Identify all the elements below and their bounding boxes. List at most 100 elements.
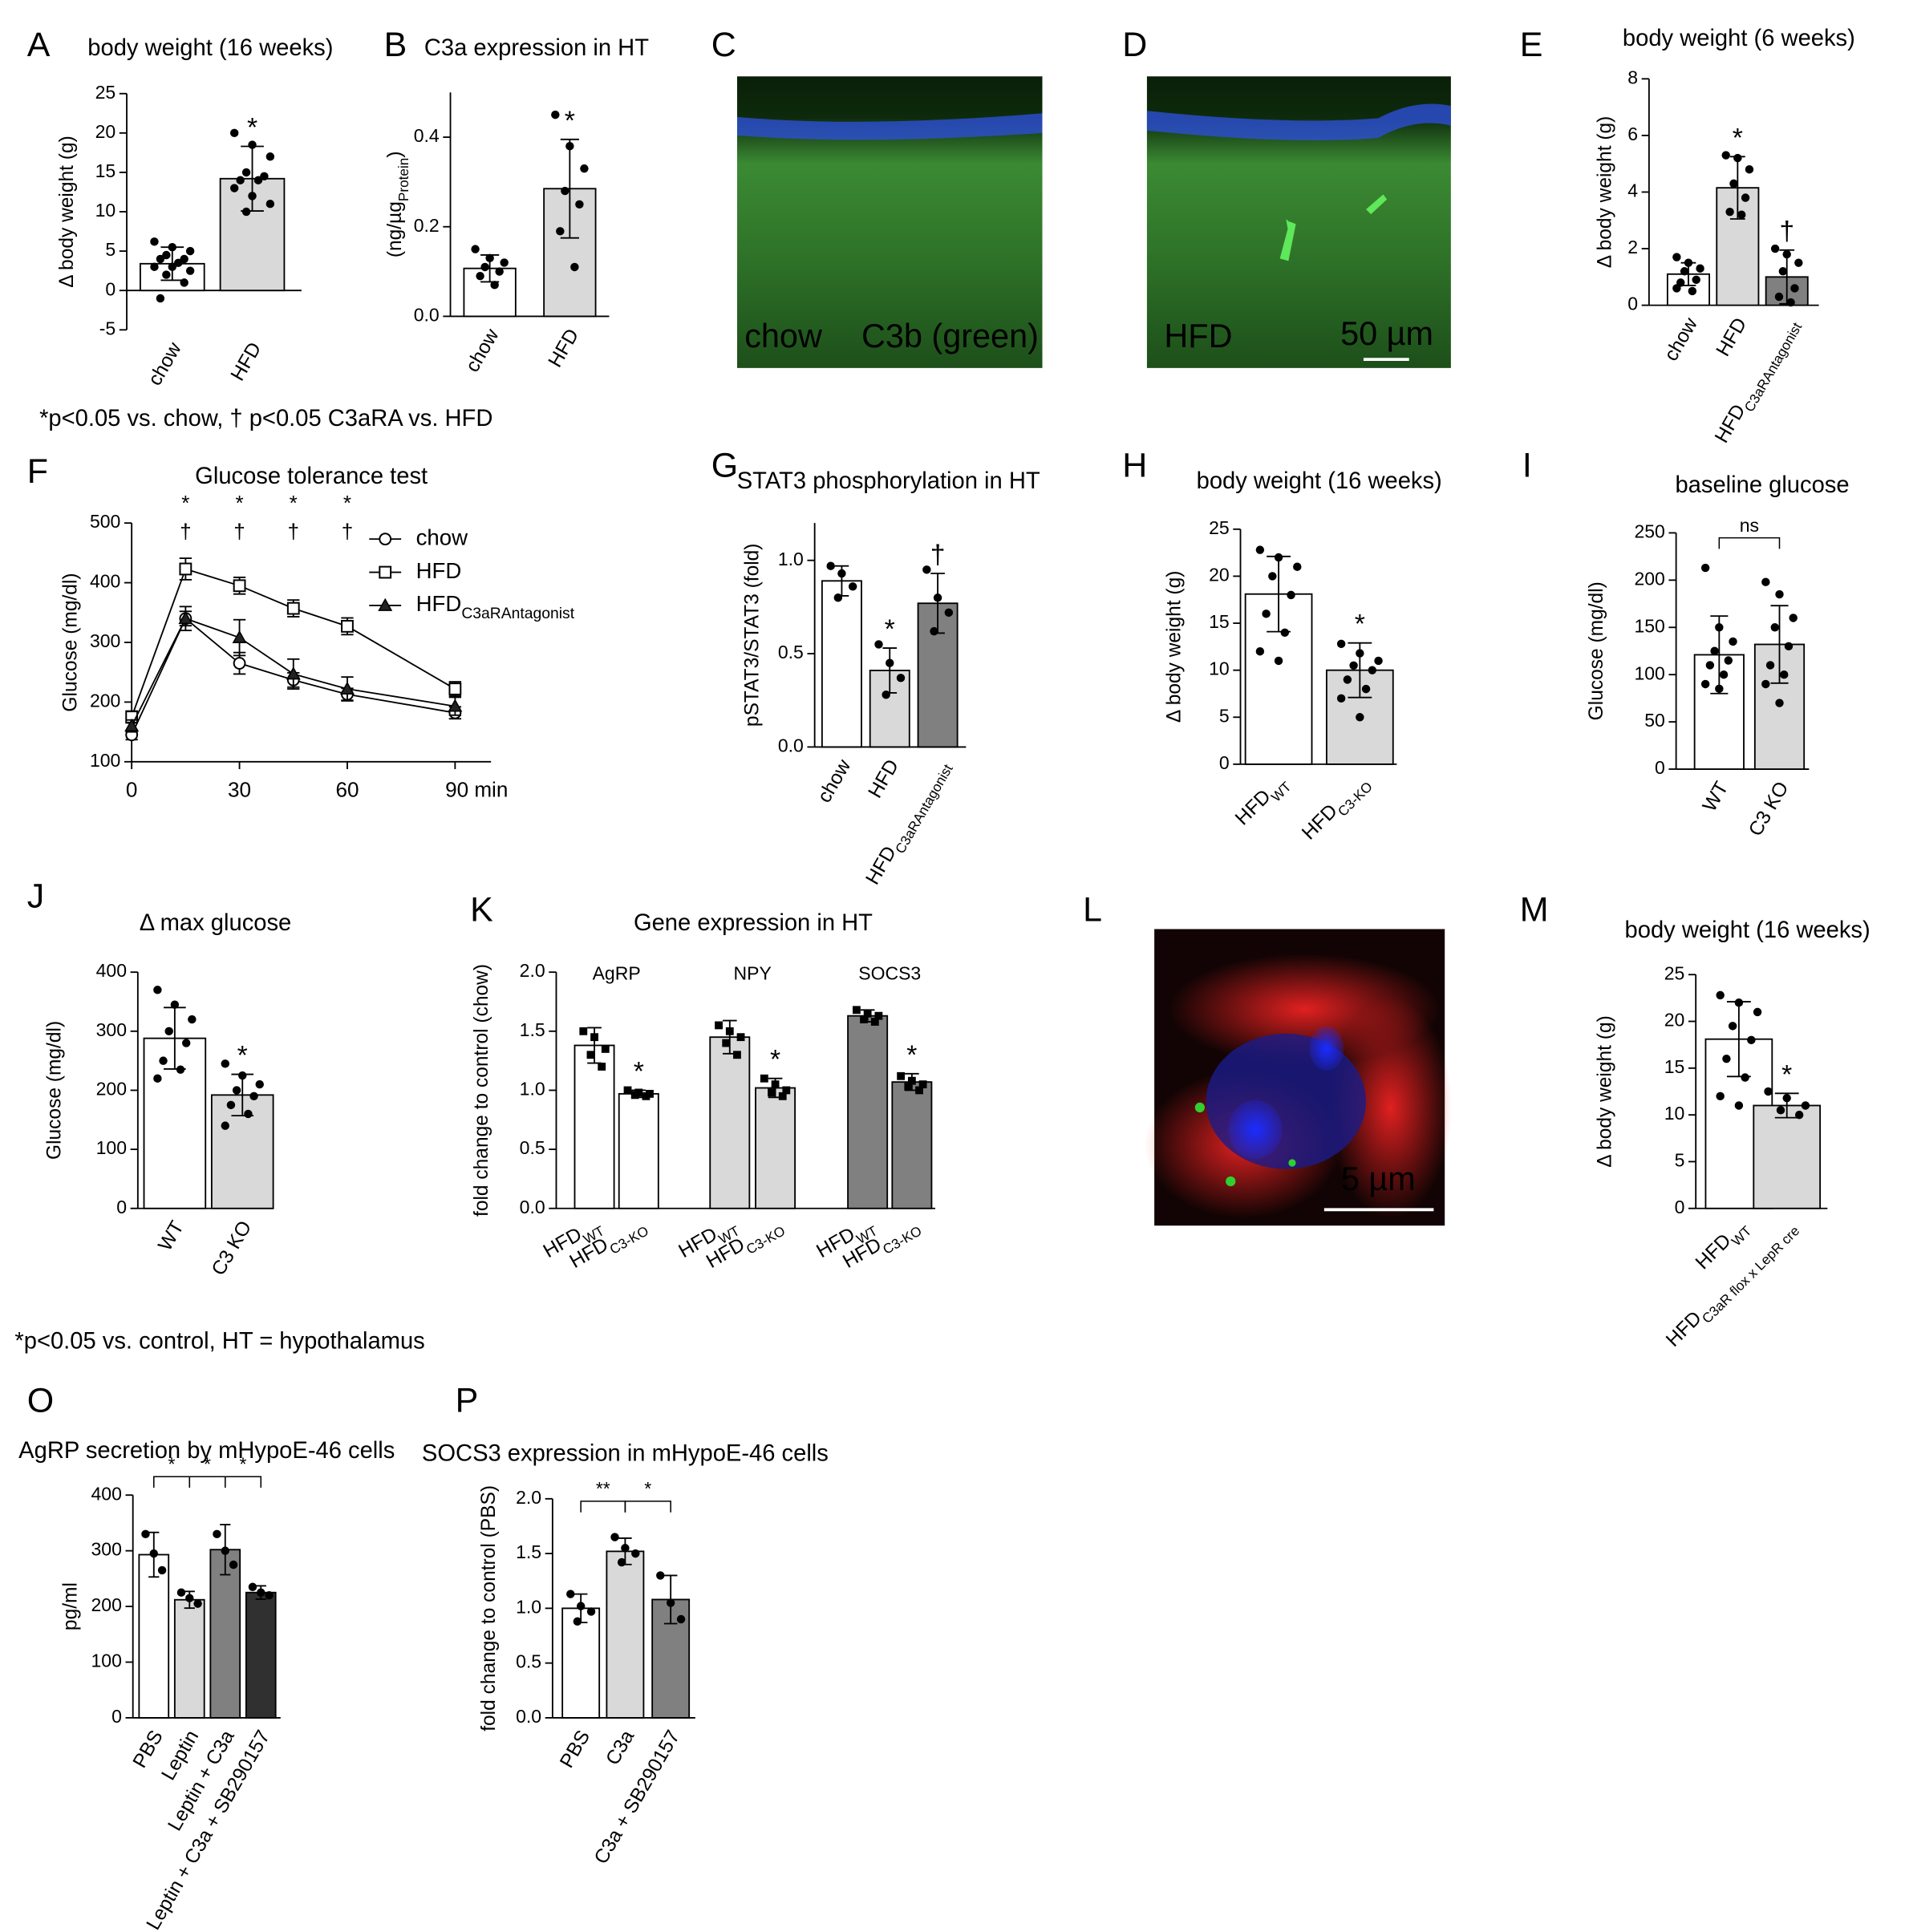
y-tick-label: 4 [1627, 180, 1638, 201]
y-tick-label: -5 [99, 318, 116, 338]
panel-letter: G [711, 446, 738, 484]
data-point [778, 1092, 787, 1100]
data-point [149, 1549, 158, 1558]
data-point [1715, 684, 1724, 694]
data-point [153, 1074, 162, 1083]
bar [755, 1087, 796, 1209]
annotation: * [181, 491, 189, 515]
data-point [833, 593, 843, 602]
data-point [631, 1549, 640, 1558]
group-label: AgRP [593, 962, 641, 983]
data-point [621, 1544, 630, 1553]
legend-symbol [378, 597, 393, 611]
data-point [241, 168, 251, 177]
x-tick-label-part: C3-KO [880, 1222, 924, 1258]
x-tick-label: C3a + SB290157 [590, 1727, 684, 1868]
significance-marker: † [1779, 216, 1794, 246]
data-point [630, 1091, 639, 1100]
data-point [1770, 244, 1780, 253]
data-point [185, 246, 195, 256]
data-point [1778, 267, 1788, 276]
data-point [1725, 207, 1734, 217]
annotation: † [342, 519, 354, 543]
bracket [580, 1501, 626, 1513]
x-tick-label-part: C3aRAntagonist [1741, 319, 1805, 414]
data-point [495, 267, 504, 276]
data-point [551, 110, 560, 119]
data-point [260, 172, 269, 181]
data-point [236, 176, 245, 184]
data-point [232, 1086, 241, 1095]
data-point [1336, 694, 1346, 703]
data-point [1719, 670, 1729, 679]
data-point [233, 579, 246, 593]
bracket-label: ** [596, 1478, 610, 1499]
y-tick-label: 2 [1627, 237, 1638, 257]
legend-label: HFDC3aRAntagonist [416, 591, 575, 622]
y-tick-label: 5 [105, 239, 116, 260]
legend-symbol [379, 533, 392, 546]
data-point [579, 1027, 588, 1035]
data-point [1722, 1054, 1731, 1063]
data-point [249, 1092, 258, 1101]
chart-title: Δ max glucose [140, 910, 292, 936]
y-axis-label-part: ) [385, 151, 407, 157]
bracket [224, 1476, 262, 1488]
significance-marker: * [1355, 609, 1365, 639]
y-tick-label: 400 [91, 1483, 122, 1504]
bracket-label: * [168, 1453, 176, 1474]
data-point [176, 1065, 185, 1074]
chart-title: body weight (6 weeks) [1623, 26, 1855, 51]
data-point [185, 1594, 194, 1602]
data-point [886, 658, 894, 667]
data-point [1274, 553, 1283, 562]
y-tick-label: 0.0 [520, 1197, 545, 1217]
data-point [1794, 258, 1803, 267]
y-tick-label: 50 [1644, 710, 1665, 731]
data-point [265, 1590, 274, 1600]
data-point [448, 682, 462, 695]
data-point [570, 262, 579, 272]
significance-marker: * [906, 1039, 917, 1070]
data-point [241, 207, 251, 217]
annotation: * [290, 491, 298, 515]
bar [1753, 1104, 1822, 1209]
chart-title: Glucose tolerance test [195, 464, 428, 489]
data-point [229, 128, 239, 138]
data-point [1774, 292, 1784, 302]
y-tick-label: 0 [116, 1197, 127, 1217]
data-point [944, 608, 954, 618]
data-point [150, 237, 159, 246]
data-point [341, 620, 354, 633]
data-point [573, 1617, 582, 1626]
data-point [1790, 284, 1799, 293]
data-point [870, 1018, 879, 1026]
bar [245, 1591, 277, 1719]
y-axis-label: (ng/µgProtein) [385, 151, 411, 257]
data-point [193, 1599, 202, 1608]
y-tick-label: 0 [1219, 752, 1230, 773]
data-point [848, 582, 857, 591]
data-point [556, 227, 565, 236]
chart-title: SOCS3 expression in mHypoE-46 cells [422, 1440, 829, 1466]
y-tick-label: 2.0 [520, 960, 545, 981]
panel-letter: O [27, 1381, 54, 1420]
bar [618, 1092, 659, 1209]
y-tick-label: 2.0 [516, 1487, 541, 1508]
annotation: * [235, 491, 243, 515]
data-point [156, 294, 165, 303]
bar [709, 1036, 751, 1209]
data-point [179, 562, 193, 576]
data-point [1680, 267, 1689, 276]
data-point [1724, 656, 1733, 665]
bracket [188, 1476, 226, 1488]
y-tick-label: 0.2 [414, 215, 440, 236]
significance-marker: * [770, 1044, 780, 1075]
annotation: † [233, 519, 245, 543]
data-point [265, 152, 275, 161]
legend-symbol [379, 565, 392, 579]
data-point [1734, 1101, 1744, 1110]
x-tick-label: C3 KO [1745, 778, 1793, 840]
panel-letter: E [1520, 26, 1543, 64]
